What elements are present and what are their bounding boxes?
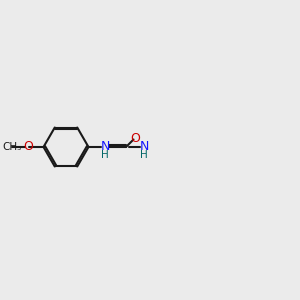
Text: H: H: [140, 149, 148, 160]
Text: N: N: [100, 140, 110, 154]
Text: CH₃: CH₃: [2, 142, 22, 152]
Text: O: O: [130, 131, 140, 145]
Text: O: O: [24, 140, 33, 154]
Text: H: H: [101, 149, 109, 160]
Text: N: N: [139, 140, 149, 154]
